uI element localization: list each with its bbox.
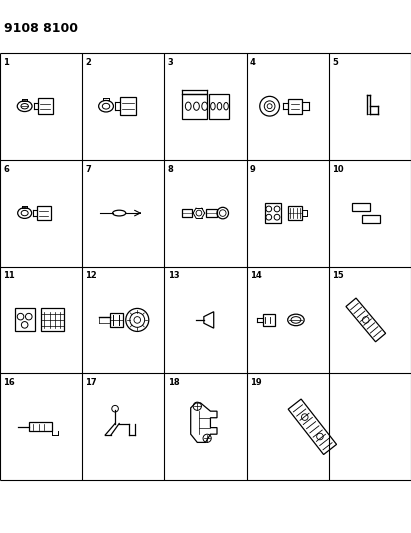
Text: 18: 18 xyxy=(168,378,179,387)
Text: 12: 12 xyxy=(85,271,97,280)
Text: 14: 14 xyxy=(250,271,262,280)
Bar xyxy=(352,203,370,212)
Bar xyxy=(263,314,275,326)
Text: 10: 10 xyxy=(332,165,344,174)
Bar xyxy=(362,215,380,223)
Text: 13: 13 xyxy=(168,271,179,280)
Text: 3: 3 xyxy=(168,58,173,67)
Text: 19: 19 xyxy=(250,378,261,387)
Bar xyxy=(15,309,35,332)
Text: 1: 1 xyxy=(3,58,9,67)
Text: 5: 5 xyxy=(332,58,338,67)
Bar xyxy=(37,206,51,221)
Text: 9108 8100: 9108 8100 xyxy=(4,22,78,35)
Bar xyxy=(110,312,123,327)
Bar xyxy=(182,209,192,217)
Text: 7: 7 xyxy=(85,165,91,174)
Text: 6: 6 xyxy=(3,165,9,174)
Text: 9: 9 xyxy=(250,165,256,174)
Bar xyxy=(29,422,52,431)
Text: 16: 16 xyxy=(3,378,15,387)
Text: 15: 15 xyxy=(332,271,344,280)
Bar xyxy=(206,209,217,217)
Bar xyxy=(41,309,64,332)
Bar xyxy=(265,203,281,223)
Text: 11: 11 xyxy=(3,271,15,280)
Text: 8: 8 xyxy=(168,165,173,174)
Bar xyxy=(288,99,302,114)
Bar xyxy=(120,97,136,115)
Text: 4: 4 xyxy=(250,58,256,67)
Text: 2: 2 xyxy=(85,58,91,67)
Text: 17: 17 xyxy=(85,378,97,387)
Bar xyxy=(38,98,53,115)
Bar xyxy=(288,206,302,221)
